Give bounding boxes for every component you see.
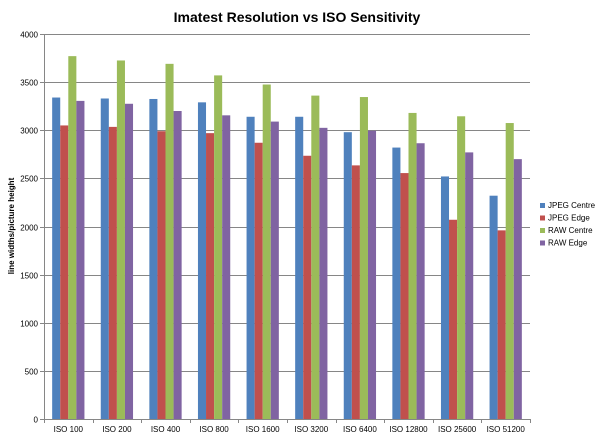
x-tick-label: ISO 51200	[487, 425, 526, 434]
bar-jpeg-edge	[157, 131, 166, 419]
legend: JPEG Centre JPEG Edge RAW Centre RAW Edge	[540, 201, 596, 248]
bar-raw-edge	[76, 100, 85, 419]
bar-raw-edge	[513, 159, 522, 420]
legend-swatch	[540, 228, 545, 233]
bars	[52, 56, 522, 420]
bar-raw-centre	[457, 116, 466, 419]
bar-raw-centre	[408, 112, 417, 420]
bar-raw-centre	[116, 60, 125, 419]
bar-raw-edge	[465, 152, 474, 419]
y-axis-title: line widths/picture height	[7, 177, 16, 274]
x-tick-label: ISO 12800	[389, 425, 428, 434]
bar-raw-centre	[311, 95, 320, 419]
bar-raw-centre	[505, 123, 514, 419]
x-tick-label: ISO 1600	[246, 425, 280, 434]
bar-raw-centre	[214, 75, 223, 419]
bar-raw-edge	[173, 111, 182, 419]
x-tick-label: ISO 400	[151, 425, 181, 434]
bar-raw-edge	[319, 127, 328, 419]
bar-jpeg-edge	[206, 133, 215, 419]
bar-raw-edge	[367, 130, 377, 420]
x-tick-label: ISO 800	[199, 425, 229, 434]
legend-item: JPEG Centre	[540, 201, 596, 210]
bar-jpeg-edge	[303, 155, 312, 419]
bar-raw-centre	[262, 84, 271, 419]
bar-jpeg-edge	[351, 165, 360, 419]
bar-jpeg-edge	[60, 125, 69, 419]
legend-item: RAW Edge	[540, 239, 588, 248]
y-tick-label: 2500	[20, 175, 38, 184]
bar-raw-edge	[416, 143, 425, 420]
axes: 0 500 1000 1500 2000 2500 3000 3500 4000 ISO 100 I…	[20, 31, 531, 434]
chart-title: Imatest Resolution vs ISO Sensitivity	[174, 9, 421, 25]
y-tick-label: 3500	[20, 79, 38, 88]
bar-raw-edge	[270, 121, 279, 419]
legend-label: JPEG Edge	[548, 214, 590, 223]
y-tick-label: 4000	[20, 31, 38, 40]
legend-item: JPEG Edge	[540, 214, 590, 223]
legend-swatch	[540, 240, 545, 246]
bar-jpeg-centre	[343, 132, 352, 419]
y-tick-label: 0	[34, 416, 39, 425]
legend-label: RAW Edge	[548, 239, 588, 248]
x-tick-label: ISO 6400	[343, 425, 377, 434]
legend-item: RAW Centre	[540, 226, 593, 235]
x-tick-label: ISO 200	[102, 425, 132, 434]
y-tick-label: 3000	[20, 127, 38, 136]
y-tick-label: 2000	[20, 224, 38, 233]
bar-jpeg-centre	[100, 98, 109, 420]
x-tick-label: ISO 25600	[438, 425, 477, 434]
bar-jpeg-centre	[440, 176, 450, 419]
legend-swatch	[540, 215, 545, 221]
x-tick-label: ISO 3200	[294, 425, 328, 434]
bar-jpeg-centre	[149, 98, 158, 419]
bar-jpeg-centre	[246, 116, 255, 420]
bar-raw-edge	[222, 115, 231, 419]
bar-raw-centre	[359, 97, 368, 419]
bar-jpeg-centre	[197, 102, 207, 419]
bar-jpeg-centre	[295, 116, 304, 420]
bar-raw-edge	[124, 103, 134, 419]
bar-jpeg-centre	[52, 97, 61, 419]
x-tick-label: ISO 100	[54, 425, 84, 434]
bar-jpeg-centre	[489, 195, 498, 419]
bar-raw-centre	[165, 63, 174, 420]
legend-label: RAW Centre	[548, 226, 593, 235]
bar-jpeg-edge	[449, 219, 458, 419]
legend-label: JPEG Centre	[548, 201, 596, 210]
y-tick-label: 1000	[20, 320, 38, 329]
bar-jpeg-edge	[108, 126, 117, 419]
bar-jpeg-edge	[400, 173, 409, 419]
legend-swatch	[540, 203, 545, 208]
bar-jpeg-centre	[392, 147, 401, 419]
bar-raw-centre	[68, 56, 77, 419]
bar-jpeg-edge	[497, 230, 506, 419]
bar-jpeg-edge	[254, 142, 263, 419]
y-tick-label: 500	[25, 368, 39, 377]
y-tick-label: 1500	[20, 272, 38, 281]
